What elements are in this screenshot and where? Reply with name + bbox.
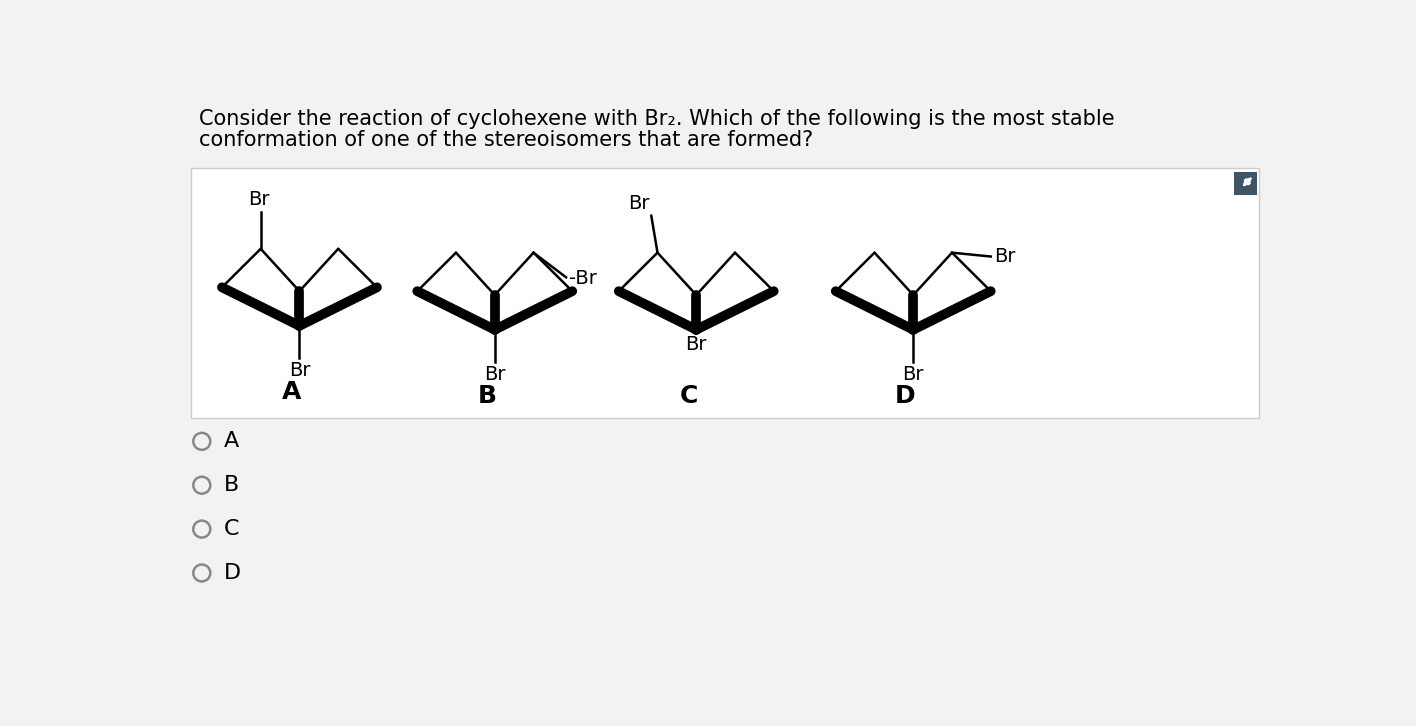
Text: B: B <box>224 476 239 495</box>
Text: Br: Br <box>629 194 650 213</box>
FancyBboxPatch shape <box>191 168 1259 418</box>
Text: Br: Br <box>902 365 925 384</box>
Text: D: D <box>224 563 241 583</box>
Text: conformation of one of the stereoisomers that are formed?: conformation of one of the stereoisomers… <box>198 130 813 150</box>
FancyBboxPatch shape <box>1235 172 1257 195</box>
Text: D: D <box>895 383 916 407</box>
Text: C: C <box>680 383 698 407</box>
Text: Br: Br <box>994 247 1015 266</box>
Text: Br: Br <box>248 189 270 209</box>
Text: B: B <box>477 383 497 407</box>
Text: Br: Br <box>685 335 707 354</box>
Text: A: A <box>224 431 239 452</box>
Text: Consider the reaction of cyclohexene with Br₂. Which of the following is the mos: Consider the reaction of cyclohexene wit… <box>198 109 1114 129</box>
Text: Br: Br <box>484 365 506 384</box>
Text: C: C <box>224 519 239 539</box>
Text: A: A <box>282 380 302 404</box>
Text: Br: Br <box>289 362 310 380</box>
Text: -Br: -Br <box>569 269 598 288</box>
